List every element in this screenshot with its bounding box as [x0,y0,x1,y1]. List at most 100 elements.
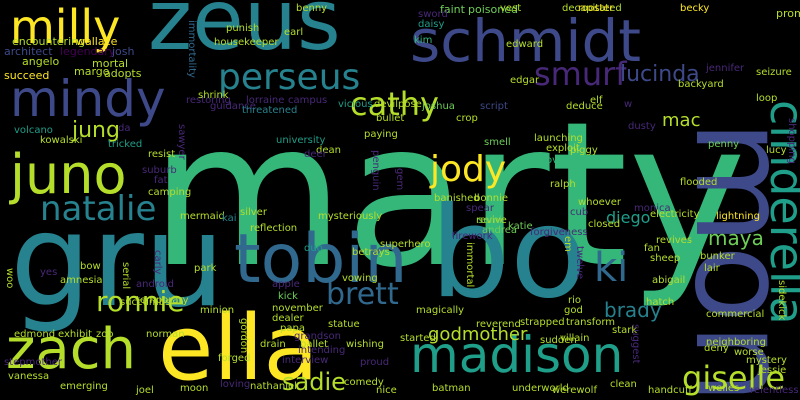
word-shrink: shrink [198,90,229,101]
word-immortal: immortal [464,242,475,288]
word-emerging: emerging [60,381,108,392]
word-da: da [118,123,131,134]
word-handcuff: handcuff [648,385,692,396]
word-reflection: reflection [250,223,298,234]
word-ella: ella [158,296,319,400]
word-comedy: comedy [344,377,384,388]
word-brett: brett [326,277,399,312]
word-gem: gem [394,168,405,191]
word-norman: norman [146,329,185,340]
word-succumbs: succumbs [120,297,171,308]
word-mysteriously: mysteriously [318,211,383,222]
word-devilpose: devilpose [374,99,422,110]
word-bo: bo [430,179,588,326]
word-bow: bow [80,261,101,272]
word-neighboring: neighboring [706,337,766,348]
word-lucinda: lucinda [620,62,700,87]
word-nathaniel: nathaniel [250,381,297,392]
word-restoring: restoring [186,95,231,106]
word-bullet: bullet [376,113,405,124]
word-revives: revives [656,235,693,246]
word-penny: penny [708,139,740,150]
word-exhibit: exhibit [58,329,93,340]
word-katie: katie [508,221,533,232]
word-overwhelmed: overwhelmed [546,155,614,166]
word-university: university [276,135,326,146]
word-natalie: natalie [40,189,157,229]
word-lair: lair [704,263,720,274]
word-em: em [562,236,573,252]
word-vanessa: vanessa [8,371,50,382]
word-closed: closed [588,219,621,230]
word-tricked: tricked [108,139,143,150]
word-semi: semi [478,215,502,226]
word-cathy: cathy [350,85,439,123]
word-temporary: temporary [136,295,189,306]
word-diego: diego [606,208,651,227]
word-apple: apple [272,279,300,290]
word-jody: jody [430,149,507,190]
word-margo: margo [74,65,110,78]
word-seizure: seizure [756,67,792,78]
word-jessie: jessie [758,365,787,376]
word-w: w [624,99,633,110]
word-becky: becky [680,3,710,14]
word-sheep: sheep [650,253,681,264]
word-welles: welles [708,383,740,394]
word-shopping: shopping [786,118,797,164]
word-smell: smell [484,137,511,148]
word-ki: ki [594,245,629,291]
word-juno: juno [10,143,127,206]
word-exploit: exploit [546,143,580,154]
word-angelo: angelo [22,55,60,68]
word-josh: josh [112,45,135,58]
word-mystery: mystery [746,355,787,366]
word-woo: woo [4,268,15,289]
word-fat: fat [154,175,168,186]
word-edward: edward [506,39,544,50]
word-poisoned: poisoned [468,3,518,16]
word-rio: rio [568,295,582,306]
word-deduce: deduce [566,101,603,112]
word-kowalski: kowalski [40,135,83,146]
word-commercial: commercial [706,309,765,320]
word-ronnie: ronnie [96,285,185,318]
word-stepmother: stepmother [4,357,63,368]
word-werewolf: werewolf [552,385,597,396]
word-bonnie: bonnie [474,193,509,204]
word-camping: camping [148,187,192,198]
word-duo: duo [304,243,323,254]
word-tobin: tobin [234,220,408,299]
word-zoo: zoo [96,329,114,340]
word-giselle: giselle [682,359,786,397]
word-decapitated: decapitated [562,3,622,14]
word-volcano: volcano [14,125,53,136]
word-housekeeper: housekeeper [214,37,279,48]
word-sudden: sudden [540,335,577,346]
word-fan: fan [644,243,660,254]
word-encountering: encountering [12,35,86,48]
word-ralph: ralph [550,179,576,190]
word-yes: yes [40,267,58,278]
word-wallace: wallace [76,35,118,48]
word-threatened: threatened [242,105,298,116]
word-architect: architect [4,45,53,58]
word-forgiveness: forgiveness [530,227,588,238]
word-edmond: edmond [14,329,56,340]
word-faint: faint [440,3,465,16]
word-sword: sword [418,9,448,20]
word-minion: minion [200,305,235,316]
word-paying: paying [364,129,398,140]
word-prom: prom [776,7,800,20]
word-monica: monica [634,203,671,214]
word-edgar: edgar [510,75,540,86]
word-started: started [400,333,436,344]
word-madison: madison [410,326,624,384]
word-jennifer: jennifer [706,63,745,74]
word-crop: crop [456,113,478,124]
word-rooster: rooster [578,3,614,14]
word-android: android [136,279,174,290]
word-schmidt: schmidt [410,7,642,75]
word-zeus: zeus [148,0,341,69]
word-electricity: electricity [650,209,700,220]
